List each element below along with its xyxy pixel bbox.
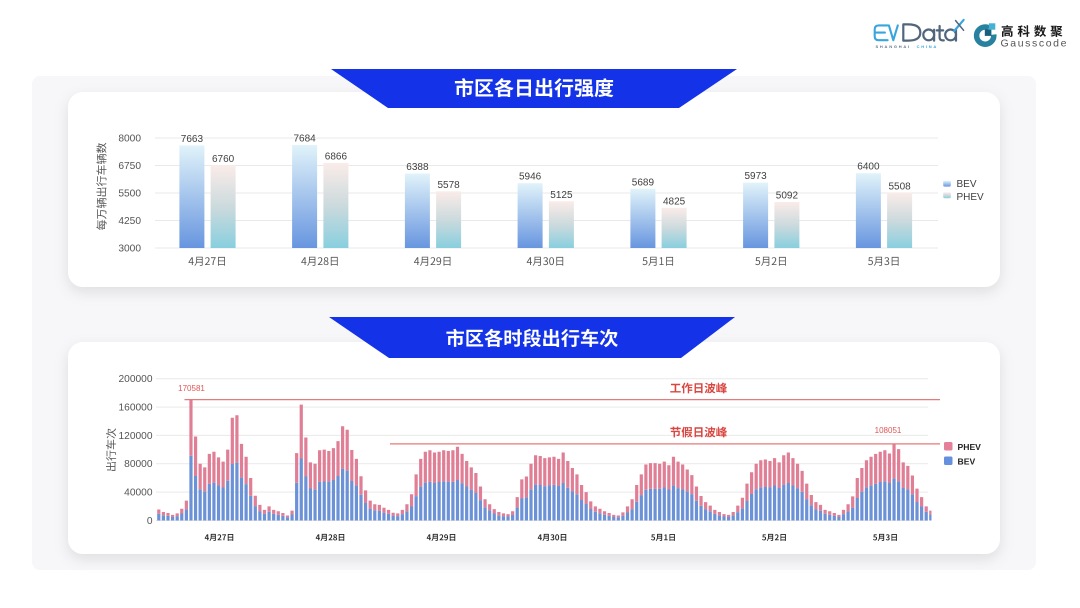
svg-text:4250: 4250: [118, 216, 141, 227]
svg-text:5689: 5689: [632, 177, 655, 188]
svg-text:40000: 40000: [124, 488, 153, 499]
svg-text:6866: 6866: [325, 151, 348, 162]
svg-text:5508: 5508: [888, 181, 911, 192]
svg-text:5578: 5578: [437, 180, 460, 191]
svg-text:PHEV: PHEV: [958, 442, 982, 452]
svg-text:3000: 3000: [118, 243, 141, 254]
svg-text:5946: 5946: [519, 172, 542, 183]
svg-text:5500: 5500: [118, 188, 141, 199]
svg-text:6388: 6388: [406, 162, 429, 173]
svg-text:5973: 5973: [744, 171, 767, 182]
svg-text:5092: 5092: [776, 191, 799, 202]
svg-text:170581: 170581: [178, 384, 205, 393]
svg-text:160000: 160000: [119, 403, 153, 414]
svg-text:BEV: BEV: [957, 179, 977, 190]
svg-text:SHANGHAI CHINA: SHANGHAI CHINA: [876, 44, 938, 49]
svg-text:Gausscode: Gausscode: [1001, 38, 1069, 50]
svg-text:6400: 6400: [857, 162, 880, 173]
svg-text:PHEV: PHEV: [957, 192, 985, 203]
svg-text:5125: 5125: [550, 190, 573, 201]
svg-text:108051: 108051: [875, 426, 902, 435]
svg-text:120000: 120000: [119, 431, 153, 442]
svg-text:80000: 80000: [124, 459, 153, 470]
svg-text:6760: 6760: [212, 154, 235, 165]
svg-text:0: 0: [147, 516, 153, 527]
svg-text:4825: 4825: [663, 196, 686, 207]
svg-text:8000: 8000: [118, 133, 141, 144]
svg-text:7684: 7684: [293, 134, 316, 145]
svg-text:7663: 7663: [181, 134, 204, 145]
svg-text:6750: 6750: [118, 161, 141, 172]
svg-text:BEV: BEV: [958, 456, 976, 466]
svg-text:200000: 200000: [119, 374, 153, 385]
